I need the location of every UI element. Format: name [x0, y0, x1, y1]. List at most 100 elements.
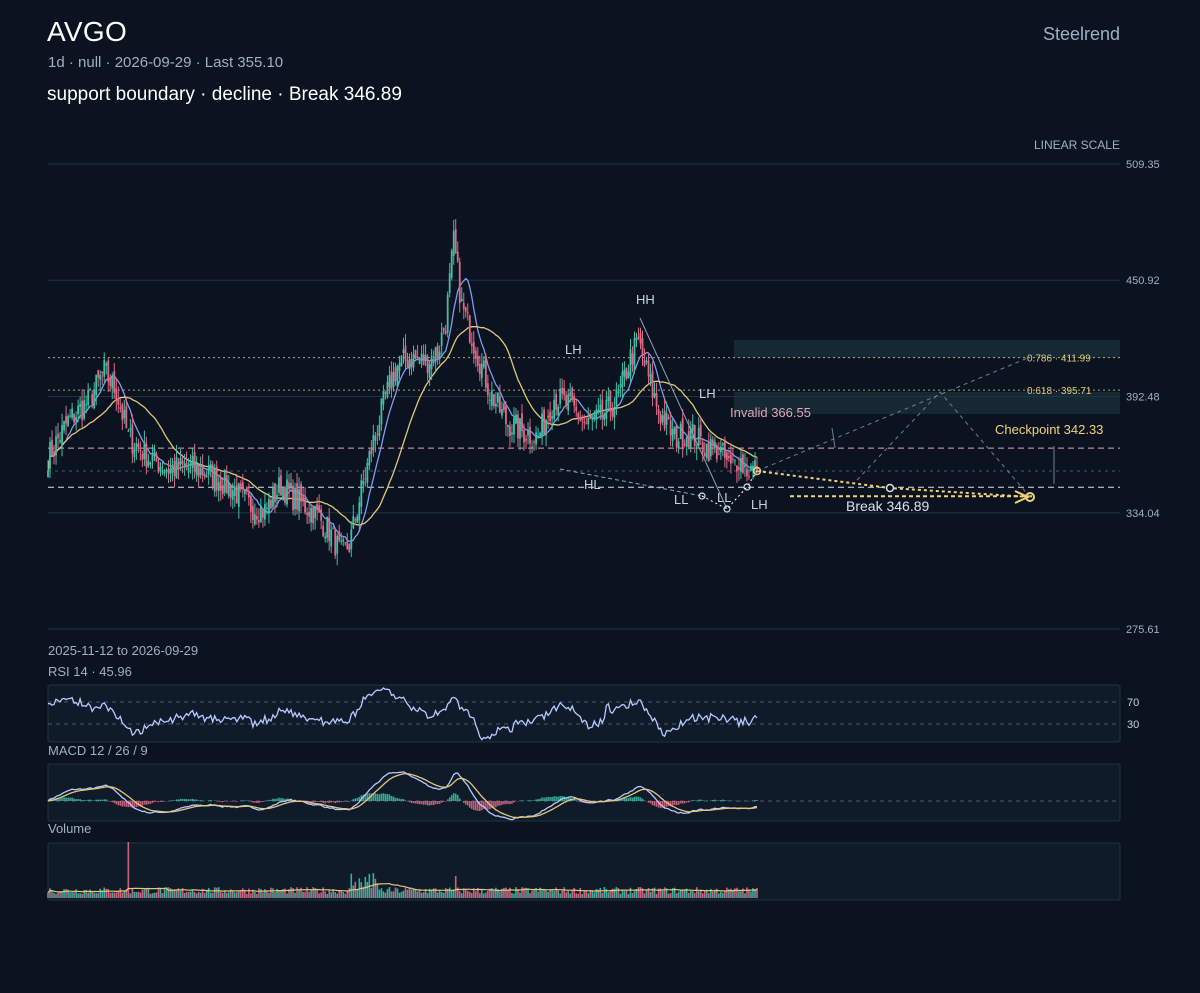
volume-bar	[754, 889, 756, 898]
candle-body	[109, 378, 112, 387]
macd-histogram-bar	[73, 798, 75, 801]
volume-bar	[547, 891, 549, 898]
candle-body	[521, 413, 523, 432]
volume-bar	[511, 893, 513, 898]
candle-body	[111, 375, 114, 389]
volume-bar	[79, 893, 81, 898]
volume-bar	[169, 888, 172, 898]
volume-bar	[489, 888, 491, 898]
volume-bar	[438, 890, 441, 898]
candle-body	[266, 507, 268, 509]
volume-bar	[559, 893, 561, 898]
candle-body	[302, 496, 304, 500]
volume-bar	[543, 889, 545, 898]
candle-body	[474, 350, 477, 359]
macd-histogram-bar	[330, 801, 332, 803]
macd-histogram-bar	[394, 797, 397, 801]
candle-body	[647, 360, 650, 377]
candle-body	[227, 482, 230, 496]
macd-histogram-bar	[446, 799, 449, 801]
macd-histogram-bar	[521, 800, 523, 801]
candle-body	[754, 460, 756, 468]
candle-body	[294, 487, 296, 510]
candle-body	[430, 355, 433, 369]
checkpoint-label: Checkpoint 342.33	[995, 422, 1103, 437]
candle-body	[185, 462, 188, 467]
volume-bar	[609, 890, 612, 898]
macd-histogram-bar	[258, 801, 260, 804]
macd-histogram-bar	[382, 793, 385, 801]
candle-body	[278, 477, 280, 493]
volume-bar	[468, 891, 471, 898]
macd-histogram-bar	[254, 801, 256, 803]
volume-bar	[370, 888, 373, 898]
candle-body	[561, 388, 564, 394]
macd-histogram-bar	[356, 797, 359, 801]
candle-body	[466, 312, 469, 314]
candle-body	[149, 462, 152, 465]
volume-bar	[487, 890, 489, 898]
volume-bar	[51, 890, 53, 898]
candle-body	[340, 540, 343, 542]
macd-histogram-bar	[675, 801, 678, 806]
candle-body	[241, 482, 244, 489]
volume-bar	[545, 890, 547, 898]
volume-bar	[306, 887, 308, 898]
volume-bar	[460, 893, 463, 898]
volume-bar	[155, 892, 158, 898]
volume-bar	[143, 889, 146, 898]
macd-histogram-bar	[557, 796, 559, 801]
volume-bar	[284, 888, 286, 898]
candle-body	[207, 464, 210, 475]
macd-histogram-bar	[649, 801, 652, 804]
macd-histogram-bar	[231, 801, 234, 802]
macd-histogram-bar	[191, 798, 194, 801]
macd-histogram-bar	[545, 797, 547, 801]
macd-histogram-bar	[448, 797, 451, 801]
candle-body	[63, 421, 65, 431]
macd-histogram-bar	[699, 799, 702, 801]
candle-body	[663, 410, 666, 429]
y-tick-label: 509.35	[1126, 159, 1160, 171]
candle-body	[400, 355, 403, 367]
candle-body	[253, 514, 256, 525]
candle-body	[332, 527, 335, 529]
volume-bar	[539, 887, 541, 898]
macd-histogram-bar	[135, 801, 138, 808]
macd-histogram-bar	[404, 800, 407, 801]
candle-body	[384, 392, 387, 394]
volume-bar	[358, 878, 361, 898]
candle-body	[428, 363, 431, 379]
volume-bar	[697, 891, 700, 898]
macd-histogram-bar	[85, 800, 87, 801]
macd-histogram-bar	[491, 801, 493, 809]
candle-body	[729, 454, 732, 464]
volume-bar	[324, 891, 326, 898]
volume-bar	[382, 891, 385, 898]
candle-body	[665, 413, 668, 425]
macd-histogram-bar	[246, 800, 248, 801]
volume-bar	[91, 891, 93, 898]
candle-body	[139, 449, 142, 452]
candle-body	[703, 452, 706, 457]
candle-body	[529, 426, 531, 444]
volume-bar	[685, 888, 688, 898]
candle-body	[358, 502, 361, 521]
volume-bar	[107, 888, 110, 898]
candle-body	[105, 363, 108, 366]
volume-bar	[565, 892, 567, 898]
macd-histogram-bar	[141, 801, 144, 806]
macd-histogram-bar	[149, 801, 152, 804]
swing-label-hh: HH	[636, 292, 655, 307]
fib-786-label: 0.786 · 411.99	[1027, 354, 1091, 365]
macd-histogram-bar	[671, 801, 674, 806]
volume-bar	[732, 890, 734, 898]
candle-body	[687, 431, 690, 448]
candle-body	[286, 479, 288, 505]
candle-body	[161, 471, 164, 473]
volume-bar	[316, 889, 318, 898]
candle-body	[392, 372, 395, 388]
volume-bar	[294, 892, 296, 898]
candle-body	[366, 462, 369, 483]
volume-bar	[742, 888, 744, 898]
